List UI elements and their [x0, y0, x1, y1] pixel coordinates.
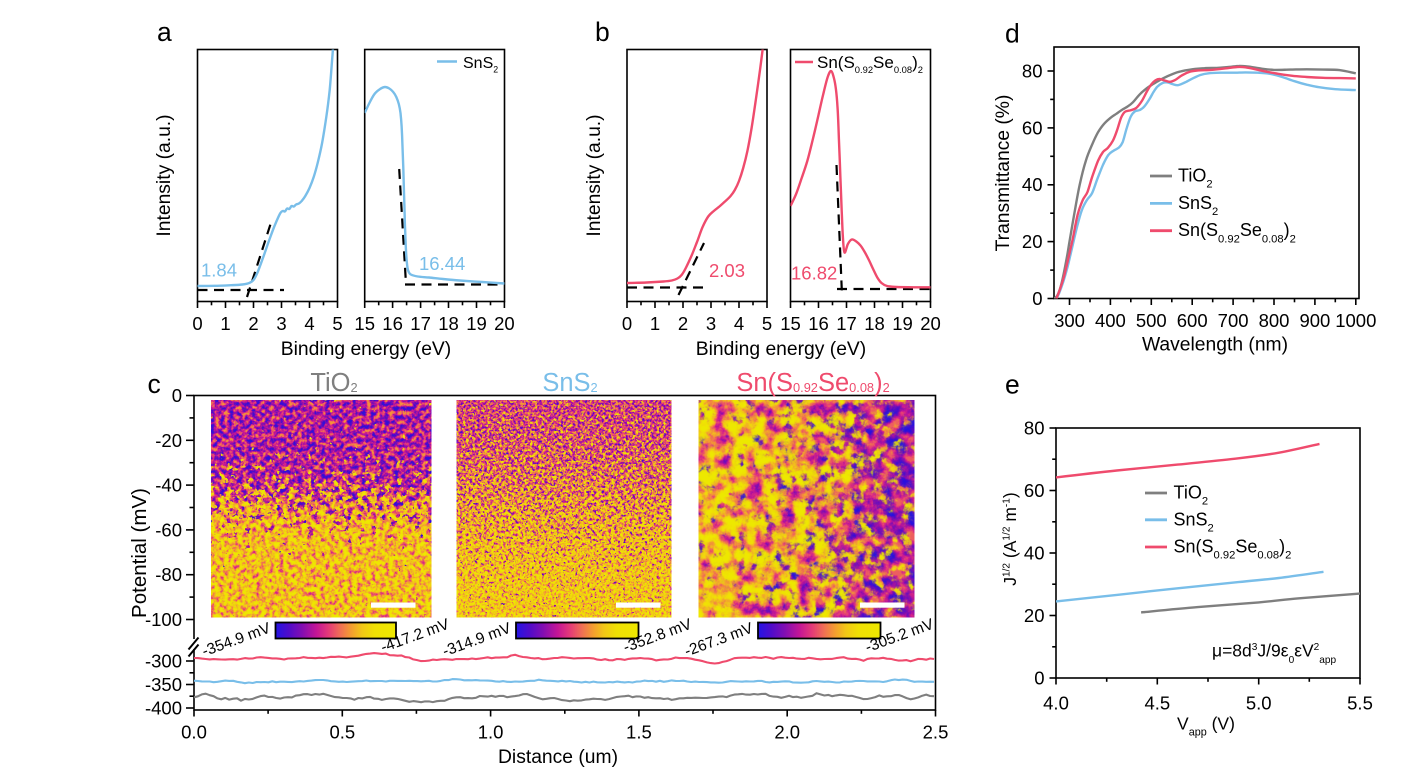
svg-text:0: 0: [192, 313, 202, 334]
svg-text:2: 2: [678, 313, 688, 334]
svg-text:Intensity (a.u.): Intensity (a.u.): [584, 114, 605, 236]
svg-text:SnS2: SnS2: [463, 55, 498, 75]
svg-text:-40: -40: [155, 475, 182, 496]
svg-text:60: 60: [1024, 480, 1045, 501]
svg-text:0: 0: [622, 313, 632, 334]
svg-text:Wavelength (nm): Wavelength (nm): [1142, 335, 1288, 356]
svg-text:300: 300: [1054, 310, 1085, 331]
svg-text:2.5: 2.5: [923, 722, 949, 743]
svg-text:5.0: 5.0: [1246, 693, 1272, 714]
svg-text:J1/2 (A1/2 m-1): J1/2 (A1/2 m-1): [1000, 492, 1020, 585]
svg-text:19: 19: [466, 313, 487, 334]
svg-text:0.0: 0.0: [181, 722, 207, 743]
svg-text:1: 1: [220, 313, 230, 334]
svg-text:2.0: 2.0: [774, 722, 800, 743]
svg-text:400: 400: [1095, 310, 1126, 331]
svg-text:1.5: 1.5: [626, 722, 652, 743]
svg-text:20: 20: [1022, 231, 1043, 252]
svg-text:TiO2: TiO2: [310, 369, 357, 397]
svg-text:1000: 1000: [1335, 310, 1376, 331]
svg-text:-20: -20: [155, 430, 182, 451]
svg-text:17: 17: [410, 313, 431, 334]
svg-text:1.84: 1.84: [201, 260, 237, 281]
svg-text:Potential (mV): Potential (mV): [128, 488, 151, 618]
svg-text:16.82: 16.82: [791, 263, 837, 284]
svg-text:800: 800: [1259, 310, 1290, 331]
svg-text:500: 500: [1136, 310, 1167, 331]
svg-text:0: 0: [1032, 288, 1042, 309]
svg-text:Binding energy (eV): Binding energy (eV): [281, 339, 451, 360]
svg-text:Transmittance (%): Transmittance (%): [993, 95, 1014, 252]
svg-text:b: b: [595, 17, 610, 47]
svg-text:1: 1: [650, 313, 660, 334]
svg-text:0.5: 0.5: [329, 722, 355, 743]
svg-text:20: 20: [1024, 605, 1045, 626]
svg-text:15: 15: [780, 313, 801, 334]
svg-text:d: d: [1005, 19, 1020, 49]
svg-text:0: 0: [172, 385, 182, 406]
svg-text:20: 20: [920, 313, 941, 334]
svg-text:Intensity (a.u.): Intensity (a.u.): [154, 114, 175, 236]
svg-text:40: 40: [1024, 543, 1045, 564]
svg-text:15: 15: [354, 313, 375, 334]
svg-text:1.0: 1.0: [478, 722, 504, 743]
svg-text:40: 40: [1022, 174, 1043, 195]
svg-text:-60: -60: [155, 519, 182, 540]
svg-text:5.5: 5.5: [1347, 693, 1373, 714]
svg-text:19: 19: [892, 313, 913, 334]
svg-text:SnS2: SnS2: [542, 369, 597, 397]
svg-text:700: 700: [1218, 310, 1249, 331]
svg-text:900: 900: [1299, 310, 1330, 331]
svg-text:Binding energy (eV): Binding energy (eV): [696, 339, 866, 360]
svg-text:600: 600: [1177, 310, 1208, 331]
svg-text:Distance (um): Distance (um): [498, 747, 618, 768]
svg-text:60: 60: [1022, 117, 1043, 138]
svg-text:c: c: [148, 369, 161, 399]
svg-text:18: 18: [438, 313, 459, 334]
svg-text:a: a: [157, 17, 172, 47]
svg-text:80: 80: [1022, 61, 1043, 82]
svg-text:18: 18: [864, 313, 885, 334]
svg-text:0: 0: [1034, 668, 1044, 689]
svg-text:5: 5: [332, 313, 342, 334]
svg-text:4: 4: [734, 313, 744, 334]
svg-text:e: e: [1005, 370, 1020, 400]
svg-text:-80: -80: [155, 564, 182, 585]
svg-text:-300: -300: [145, 651, 182, 672]
svg-text:17: 17: [836, 313, 857, 334]
svg-text:4.5: 4.5: [1144, 693, 1170, 714]
svg-text:3: 3: [276, 313, 286, 334]
svg-text:3: 3: [706, 313, 716, 334]
svg-text:4: 4: [304, 313, 314, 334]
svg-text:20: 20: [494, 313, 515, 334]
svg-text:80: 80: [1024, 418, 1045, 439]
svg-text:2.03: 2.03: [709, 260, 745, 281]
svg-text:4.0: 4.0: [1043, 693, 1069, 714]
svg-text:2: 2: [248, 313, 258, 334]
svg-text:-100: -100: [145, 609, 182, 630]
svg-text:5: 5: [762, 313, 772, 334]
svg-text:-400: -400: [145, 698, 182, 719]
svg-text:-350: -350: [145, 674, 182, 695]
svg-text:16: 16: [382, 313, 403, 334]
svg-text:16.44: 16.44: [419, 253, 465, 274]
svg-text:μ=8d3J/9ε0εV2app: μ=8d3J/9ε0εV2app: [1212, 641, 1337, 667]
svg-text:16: 16: [808, 313, 829, 334]
